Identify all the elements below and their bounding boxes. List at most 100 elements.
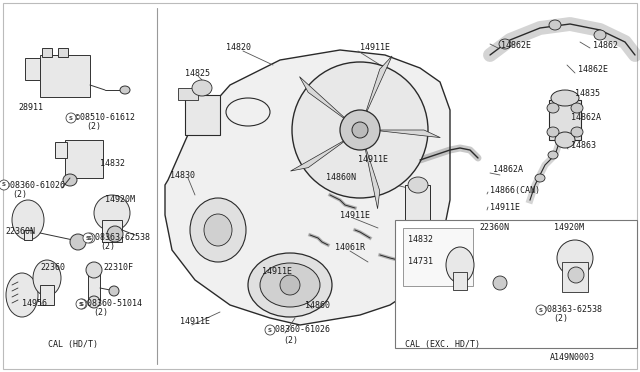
- Text: S: S: [268, 327, 272, 333]
- Text: ©08510-61612: ©08510-61612: [75, 113, 135, 122]
- Text: 14731: 14731: [408, 257, 433, 266]
- Text: 14820: 14820: [226, 44, 251, 52]
- Ellipse shape: [109, 286, 119, 296]
- Bar: [40, 55, 90, 97]
- Text: 14835: 14835: [575, 90, 600, 99]
- Polygon shape: [364, 56, 392, 119]
- Ellipse shape: [352, 122, 368, 138]
- Text: 14061R: 14061R: [335, 244, 365, 253]
- Text: 14911E: 14911E: [180, 317, 210, 327]
- Ellipse shape: [340, 110, 380, 150]
- Text: ©08360-61026: ©08360-61026: [270, 326, 330, 334]
- Text: 14866(CAN): 14866(CAN): [490, 186, 540, 196]
- Bar: [42, 48, 52, 57]
- Text: 14862A: 14862A: [571, 113, 601, 122]
- Ellipse shape: [568, 267, 584, 283]
- Text: 14911E: 14911E: [360, 44, 390, 52]
- Ellipse shape: [86, 262, 102, 278]
- Text: ©08363-62538: ©08363-62538: [90, 234, 150, 243]
- Text: 22360N: 22360N: [5, 228, 35, 237]
- Ellipse shape: [499, 39, 511, 49]
- Polygon shape: [372, 130, 440, 138]
- Text: 22360: 22360: [40, 263, 65, 272]
- Ellipse shape: [557, 240, 593, 276]
- Text: 14862E: 14862E: [578, 65, 608, 74]
- Text: 14862E: 14862E: [501, 41, 531, 49]
- Ellipse shape: [551, 90, 579, 106]
- Bar: [562, 262, 588, 292]
- Ellipse shape: [571, 103, 583, 113]
- Text: 14832: 14832: [100, 158, 125, 167]
- Ellipse shape: [204, 214, 232, 246]
- Text: S: S: [69, 115, 73, 121]
- Ellipse shape: [94, 195, 130, 231]
- Ellipse shape: [594, 30, 606, 40]
- Ellipse shape: [77, 299, 87, 309]
- Ellipse shape: [192, 80, 212, 96]
- Text: ©08360-51014: ©08360-51014: [82, 299, 142, 308]
- Text: CAL (EXC. HD/T): CAL (EXC. HD/T): [405, 340, 480, 350]
- Text: S: S: [80, 301, 84, 307]
- Ellipse shape: [292, 62, 428, 198]
- Text: CAL (HD/T): CAL (HD/T): [48, 340, 98, 350]
- Text: 14860: 14860: [305, 301, 330, 310]
- Bar: [88, 272, 100, 300]
- Text: 14920M: 14920M: [105, 195, 135, 203]
- Text: 14911E: 14911E: [340, 211, 370, 219]
- Text: 22360N: 22360N: [479, 224, 509, 232]
- Text: 14911E: 14911E: [262, 267, 292, 276]
- Ellipse shape: [549, 20, 561, 30]
- Ellipse shape: [120, 86, 130, 94]
- Bar: [102, 220, 122, 242]
- Polygon shape: [291, 137, 350, 171]
- Text: (2): (2): [86, 122, 101, 131]
- Polygon shape: [165, 50, 450, 325]
- Ellipse shape: [83, 233, 93, 243]
- Text: 14911E: 14911E: [358, 155, 388, 164]
- Text: (2): (2): [12, 189, 27, 199]
- Ellipse shape: [66, 113, 76, 123]
- Bar: [178, 88, 198, 100]
- Text: 28911: 28911: [18, 103, 43, 112]
- Polygon shape: [300, 77, 350, 123]
- Bar: [405, 185, 430, 220]
- Bar: [65, 140, 103, 178]
- Ellipse shape: [446, 247, 474, 283]
- Ellipse shape: [88, 296, 100, 308]
- Bar: [185, 95, 220, 135]
- Ellipse shape: [248, 253, 332, 317]
- Text: ©08363-62538: ©08363-62538: [542, 305, 602, 314]
- Ellipse shape: [493, 276, 507, 290]
- Bar: [58, 48, 68, 57]
- Ellipse shape: [12, 200, 44, 240]
- Text: 14862: 14862: [593, 41, 618, 49]
- Text: 14956: 14956: [22, 299, 47, 308]
- Text: (2): (2): [283, 336, 298, 344]
- Bar: [453, 272, 467, 290]
- Ellipse shape: [107, 226, 123, 242]
- Bar: [403, 228, 473, 286]
- Ellipse shape: [6, 273, 38, 317]
- Text: S: S: [539, 308, 543, 312]
- Ellipse shape: [571, 127, 583, 137]
- Text: 14862A: 14862A: [493, 166, 523, 174]
- Ellipse shape: [555, 132, 575, 148]
- Ellipse shape: [547, 103, 559, 113]
- Bar: [40, 285, 54, 305]
- Text: (2): (2): [553, 314, 568, 324]
- Text: 14825: 14825: [185, 68, 210, 77]
- Text: S: S: [79, 301, 83, 307]
- Ellipse shape: [280, 275, 300, 295]
- Text: (2): (2): [100, 243, 115, 251]
- Ellipse shape: [63, 174, 77, 186]
- Text: A149N0003: A149N0003: [550, 353, 595, 362]
- Bar: [25, 58, 40, 80]
- Ellipse shape: [260, 263, 320, 307]
- Text: S: S: [2, 183, 6, 187]
- Bar: [395, 220, 637, 348]
- Ellipse shape: [547, 127, 559, 137]
- Ellipse shape: [535, 174, 545, 182]
- Ellipse shape: [548, 151, 558, 159]
- Ellipse shape: [70, 234, 86, 250]
- Ellipse shape: [85, 233, 95, 243]
